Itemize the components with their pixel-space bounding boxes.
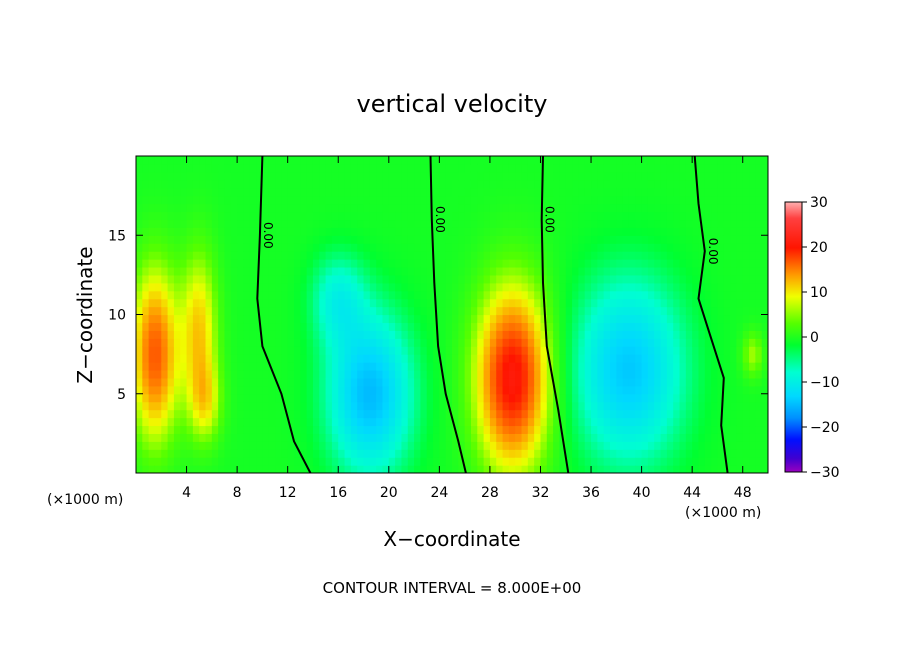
y-tick-label: 10: [108, 308, 126, 324]
contour-label: 0.00: [543, 206, 557, 233]
colorbar-gradient: [784, 201, 803, 473]
colorbar-tick-label: −10: [810, 375, 840, 391]
x-tick-label: 20: [380, 485, 398, 501]
contour-zero-1: [256, 156, 312, 473]
x-tick-label: 32: [532, 485, 550, 501]
x-tick-label: 28: [481, 485, 499, 501]
x-tick-label: 40: [633, 485, 651, 501]
x-tick-label: 48: [734, 485, 752, 501]
y-tick-label: 5: [117, 387, 126, 403]
x-tick-label: 12: [279, 485, 297, 501]
contour-interval-note: CONTOUR INTERVAL = 8.000E+00: [323, 579, 582, 597]
colorbar-tick-label: 20: [810, 240, 828, 256]
colorbar-tick-label: −30: [810, 465, 840, 481]
x-tick-label: 16: [329, 485, 347, 501]
x-tick-label: 8: [233, 485, 242, 501]
colorbar-tick-label: 0: [810, 330, 819, 346]
y-axis-label: Z−coordinate: [73, 246, 97, 383]
contour-zero-2: [429, 156, 467, 473]
contour-label: 0.00: [433, 206, 447, 233]
chart-title: vertical velocity: [357, 90, 548, 118]
x-unit-right: (×1000 m): [685, 505, 761, 521]
x-tick-label: 24: [430, 485, 448, 501]
x-tick-label: 36: [582, 485, 600, 501]
y-axis: 5 10 15: [108, 228, 768, 403]
heatmap-field: 0.00 0.00 0.00 0.00: [136, 156, 768, 473]
x-tick-label: 44: [683, 485, 701, 501]
colorbar-tick-label: 10: [810, 285, 828, 301]
contour-label: 0.00: [706, 238, 720, 265]
x-axis-label: X−coordinate: [383, 527, 520, 551]
colorbar: 30 20 10 0 −10 −20 −30: [784, 195, 840, 481]
x-tick-label: 4: [182, 485, 191, 501]
contour-label: 0.00: [261, 222, 275, 249]
contour-zero-3: [540, 156, 570, 473]
x-axis: 4 8 12 16 20 24 28 32 36 40 44 48: [182, 156, 752, 501]
colorbar-tick-label: −20: [810, 420, 840, 436]
y-tick-label: 15: [108, 228, 126, 244]
contour-zero-4: [693, 156, 729, 473]
x-unit-left: (×1000 m): [47, 492, 123, 508]
colorbar-tick-label: 30: [810, 195, 828, 211]
